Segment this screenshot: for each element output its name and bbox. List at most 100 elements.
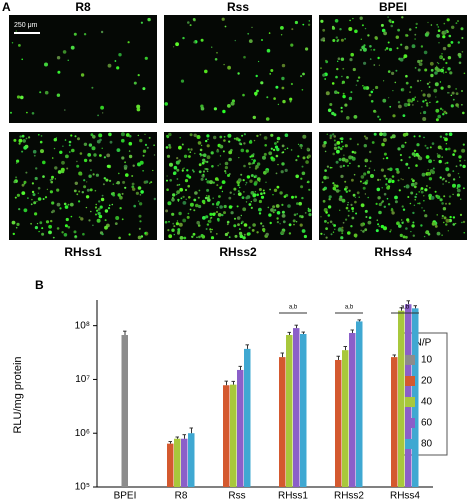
cell xyxy=(178,183,181,186)
cell xyxy=(450,41,454,44)
cell xyxy=(335,160,339,164)
cell xyxy=(345,206,349,210)
cell xyxy=(334,143,337,146)
cell xyxy=(363,135,366,138)
cell xyxy=(431,142,435,145)
cell xyxy=(341,226,344,229)
cell xyxy=(387,179,392,184)
cell xyxy=(206,155,211,160)
cell xyxy=(219,163,221,165)
cell xyxy=(333,135,337,138)
cell xyxy=(164,220,168,224)
cell xyxy=(433,88,438,93)
cell xyxy=(243,233,246,236)
cell xyxy=(253,198,257,203)
cell xyxy=(73,189,77,193)
panel-title: RHss4 xyxy=(374,245,412,259)
cell xyxy=(335,184,339,188)
cell xyxy=(263,152,267,156)
cell xyxy=(406,218,410,222)
cell xyxy=(30,203,33,206)
cell xyxy=(228,157,232,162)
cell xyxy=(147,17,151,22)
cell xyxy=(92,224,94,227)
cell xyxy=(352,67,356,72)
cell xyxy=(173,171,177,175)
cell xyxy=(206,188,210,192)
cell xyxy=(98,200,101,203)
cell xyxy=(443,22,446,25)
cell xyxy=(442,35,446,39)
cell xyxy=(216,51,218,54)
cell xyxy=(189,208,192,211)
cell xyxy=(400,178,402,180)
cell xyxy=(265,232,269,237)
cell xyxy=(301,89,304,91)
cell xyxy=(121,156,125,160)
cell xyxy=(176,184,179,187)
cell xyxy=(428,177,433,181)
cell xyxy=(241,196,245,200)
cell xyxy=(249,179,253,183)
cell xyxy=(235,137,239,141)
cell xyxy=(182,36,185,40)
cell xyxy=(323,141,327,145)
cell xyxy=(323,175,327,180)
cell xyxy=(353,115,358,119)
cell xyxy=(246,175,251,179)
cell xyxy=(445,223,448,226)
cell xyxy=(342,221,345,224)
cell xyxy=(387,70,391,73)
cell xyxy=(243,142,246,145)
cell xyxy=(132,187,136,191)
cell xyxy=(444,137,448,142)
cell xyxy=(451,91,455,95)
cell xyxy=(307,208,312,213)
cell xyxy=(397,179,400,182)
cell xyxy=(346,76,349,79)
cell xyxy=(442,58,445,61)
cell xyxy=(424,188,428,192)
cell xyxy=(220,185,223,187)
cell xyxy=(276,211,281,215)
cell xyxy=(363,86,367,90)
significance-label: a,b xyxy=(345,305,354,311)
cell xyxy=(179,236,184,240)
cell xyxy=(441,202,444,205)
cell xyxy=(279,191,283,195)
cell xyxy=(362,182,365,184)
cell xyxy=(211,165,214,168)
cell xyxy=(179,137,181,139)
cell xyxy=(18,44,21,47)
cell xyxy=(303,234,307,239)
cell xyxy=(329,136,332,140)
cell xyxy=(189,202,194,207)
cell xyxy=(50,180,53,184)
cell xyxy=(377,223,380,226)
cell xyxy=(442,207,447,211)
cell xyxy=(463,187,465,190)
cell xyxy=(369,160,372,163)
cell xyxy=(217,212,222,217)
cell xyxy=(150,181,153,184)
cell xyxy=(412,104,414,106)
bar xyxy=(230,384,237,487)
cell xyxy=(344,187,347,191)
cell xyxy=(436,23,439,26)
cell xyxy=(399,57,404,62)
cell xyxy=(223,135,226,138)
cell xyxy=(276,185,280,189)
cell xyxy=(302,156,306,160)
cell xyxy=(329,103,333,106)
cell xyxy=(18,142,21,145)
cell xyxy=(391,179,395,184)
cell xyxy=(139,220,142,223)
cell xyxy=(248,39,253,43)
cell xyxy=(333,139,336,142)
cell xyxy=(420,112,422,114)
cell xyxy=(398,104,402,109)
cell xyxy=(447,230,449,232)
cell xyxy=(80,217,84,221)
cell xyxy=(382,98,387,103)
cell xyxy=(184,179,189,183)
